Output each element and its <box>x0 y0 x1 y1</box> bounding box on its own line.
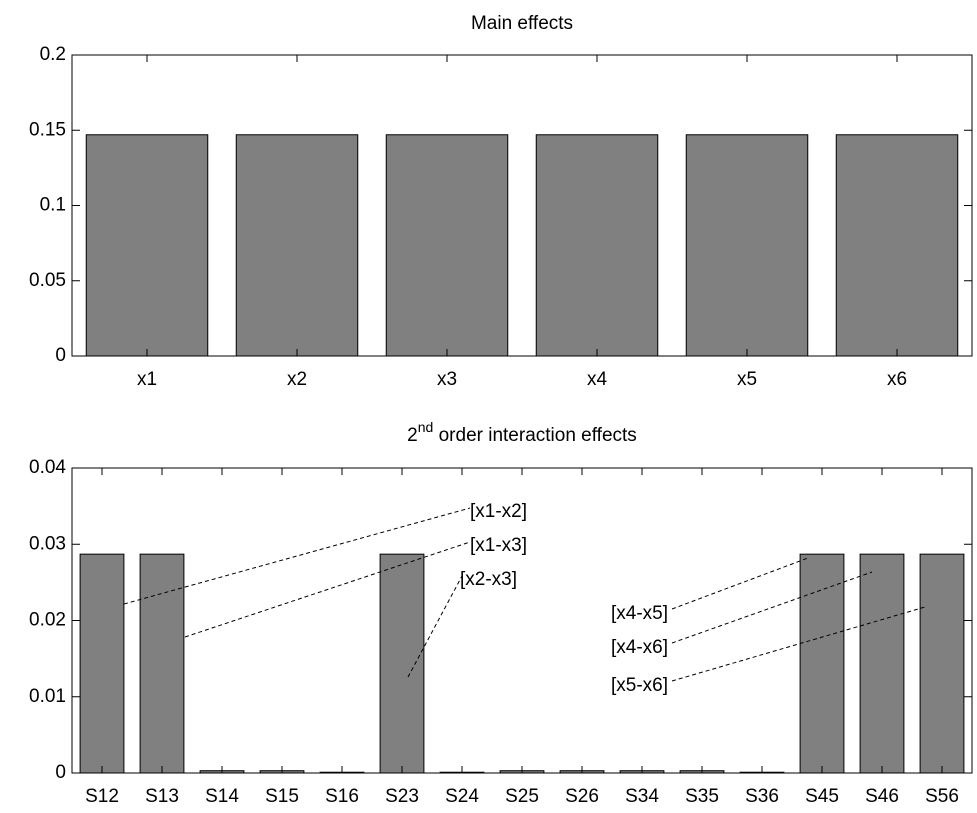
x-tick-label: x3 <box>437 369 457 390</box>
y-tick-label: 0.15 <box>29 119 66 140</box>
x-tick-label: x4 <box>587 369 608 390</box>
bar <box>535 134 659 357</box>
x-tick-label: x5 <box>737 369 757 390</box>
x-tick-label: S12 <box>85 786 119 807</box>
annotation: [x4-x5] <box>611 603 668 624</box>
x-tick-label: x1 <box>137 369 157 390</box>
bar <box>835 134 959 357</box>
y-tick-label: 0.01 <box>29 686 66 707</box>
y-tick-label: 0.1 <box>40 195 66 216</box>
y-tick-label: 0.03 <box>29 533 66 554</box>
x-tick-label: S45 <box>805 786 839 807</box>
bar <box>799 553 845 774</box>
bar <box>859 553 905 774</box>
leader-line <box>671 606 926 682</box>
x-tick-label: S14 <box>205 786 239 807</box>
annotation: [x1-x3] <box>470 535 527 556</box>
x-tick-label: S23 <box>385 786 419 807</box>
x-tick-label: S15 <box>265 786 299 807</box>
annotation: [x2-x3] <box>460 569 517 590</box>
bar <box>79 553 125 774</box>
x-tick-label: S35 <box>685 786 719 807</box>
x-tick-label: S24 <box>445 786 479 807</box>
y-tick-label: 0.02 <box>29 610 66 631</box>
bar <box>379 553 425 774</box>
title-part: 2 <box>407 425 418 446</box>
bar <box>139 553 185 774</box>
leader-line <box>671 571 873 644</box>
x-tick-label: S46 <box>865 786 899 807</box>
leader-line <box>184 541 471 638</box>
y-tick-label: 0 <box>55 762 66 783</box>
x-tick-label: S34 <box>625 786 659 807</box>
chart-title: Main effects <box>471 13 573 34</box>
annotation: [x1-x2] <box>470 501 527 522</box>
bar <box>235 134 359 357</box>
annotation: [x5-x6] <box>611 675 668 696</box>
x-tick-label: S13 <box>145 786 179 807</box>
bar <box>919 553 965 774</box>
x-tick-label: x2 <box>287 369 307 390</box>
leader-line <box>407 575 463 678</box>
x-tick-label: x6 <box>887 369 907 390</box>
chart-title: 2nd order interaction effects <box>407 419 637 446</box>
x-tick-label: S56 <box>925 786 959 807</box>
bar <box>85 134 209 357</box>
y-tick-label: 0.04 <box>29 457 66 478</box>
x-tick-label: S36 <box>745 786 779 807</box>
y-tick-label: 0.05 <box>29 270 66 291</box>
leader-line <box>123 507 471 605</box>
x-tick-label: S26 <box>565 786 599 807</box>
x-tick-label: S16 <box>325 786 359 807</box>
x-tick-label: S25 <box>505 786 539 807</box>
bar <box>685 134 809 357</box>
y-tick-label: 0.2 <box>40 44 66 65</box>
title-superscript: nd <box>418 419 434 435</box>
leader-line <box>671 557 809 610</box>
bar <box>385 134 509 357</box>
annotation: [x4-x6] <box>611 637 668 658</box>
title-part: order interaction effects <box>433 425 636 446</box>
y-tick-label: 0 <box>55 345 66 366</box>
